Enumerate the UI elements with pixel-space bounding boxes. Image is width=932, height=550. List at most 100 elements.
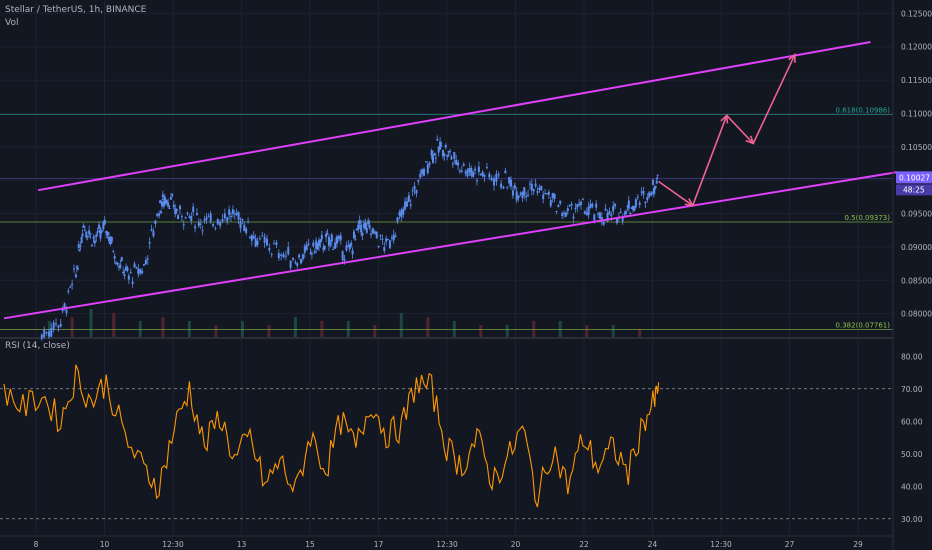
channel-lower-line[interactable] (3, 171, 898, 320)
candle-body (263, 236, 266, 243)
candle-body (329, 242, 332, 244)
candle-body (458, 170, 461, 172)
volume-bar (638, 329, 642, 337)
candle-body (123, 274, 126, 277)
candle-body (326, 233, 329, 235)
candle-body (615, 217, 618, 224)
candle-body (78, 250, 81, 252)
fib-level-label: 0.382(0.07761) (836, 322, 891, 330)
candle-body (73, 268, 76, 270)
candle-body (50, 328, 53, 337)
candle-body (139, 269, 142, 274)
candle-body (495, 173, 498, 182)
candle-body (421, 169, 424, 174)
candle-body (71, 283, 74, 286)
candle-body (219, 221, 222, 227)
candle-body (99, 230, 102, 239)
candle-body (131, 281, 134, 284)
channel-upper-line[interactable] (37, 41, 871, 192)
time-tick-label: 29 (853, 540, 863, 549)
candle-body (117, 267, 120, 269)
projection-segment[interactable] (726, 114, 754, 145)
symbol-title[interactable]: Stellar / TetherUS, 1h, BINANCE (5, 5, 147, 15)
candle-body (646, 197, 649, 201)
candle-body (102, 222, 105, 229)
candle-body (362, 223, 365, 228)
candle-body (398, 212, 401, 216)
rsi-indicator-label[interactable]: RSI (14, close) (5, 341, 70, 351)
candle-body (623, 213, 626, 215)
candle-body (239, 221, 242, 229)
candle-body (608, 211, 611, 215)
candle-body (636, 196, 639, 198)
candle-body (404, 201, 407, 210)
candle-body (619, 211, 622, 213)
candle-body (493, 178, 496, 186)
volume-bars (47, 309, 642, 337)
candle-body (394, 235, 397, 237)
candle-body (164, 199, 167, 201)
candle-body (348, 244, 351, 250)
current-price-value: 0.10027 (899, 173, 930, 182)
candle-body (481, 172, 484, 177)
candle-body (441, 149, 444, 157)
projection-segment[interactable] (752, 54, 796, 144)
candle-body (339, 235, 342, 241)
candle-body (315, 240, 318, 249)
candle-body (63, 303, 66, 309)
rsi-pane[interactable] (0, 364, 893, 520)
volume-indicator-label[interactable]: Vol (5, 18, 19, 28)
candle-body (532, 189, 535, 192)
candle-body (47, 331, 50, 337)
candle-body (437, 146, 440, 153)
candle-body (440, 145, 443, 147)
candle-body (282, 254, 285, 258)
candle-body (428, 162, 431, 165)
candle-body (129, 271, 132, 273)
candle-body (69, 286, 72, 288)
candle-body (370, 233, 373, 236)
candle-body (443, 153, 446, 156)
candle-body (144, 259, 147, 265)
candle-body (424, 161, 427, 163)
candle-body (585, 212, 588, 216)
candle-body (127, 275, 130, 280)
candle-body (277, 252, 280, 259)
rsi-line[interactable] (3, 364, 660, 508)
candle-body (116, 262, 119, 264)
volume-bar (187, 321, 191, 337)
volume-bar (532, 321, 536, 337)
candle-body (95, 234, 98, 237)
candle-body (122, 271, 125, 274)
projection-segment[interactable] (691, 115, 728, 206)
candle-body (591, 204, 594, 207)
candle-body (294, 262, 297, 264)
candle-body (358, 220, 361, 224)
current-price-badge[interactable] (896, 171, 932, 184)
candle-body (199, 223, 202, 225)
candle-body (112, 251, 115, 253)
fibonacci-levels[interactable]: 0.618(0.10986) 0.5(0.09373) 0.382(0.07761) (0, 106, 893, 330)
candle-body (449, 150, 452, 152)
candle-body (364, 222, 367, 229)
candle-body (343, 259, 346, 261)
candle-body (137, 268, 140, 275)
candle-body (143, 264, 146, 266)
volume-bar (138, 321, 142, 337)
candle-body (160, 211, 163, 214)
projection-segment[interactable] (658, 180, 694, 207)
channel-drawing[interactable] (3, 41, 898, 320)
candle-body (291, 257, 294, 260)
candle-body (444, 144, 447, 148)
projection-arrows[interactable] (658, 53, 796, 207)
candle-body (614, 203, 617, 207)
candle-body (57, 325, 60, 328)
candle-body (319, 239, 322, 243)
candle-body (318, 240, 321, 247)
candle-body (85, 231, 88, 238)
candle-body (626, 206, 629, 208)
candle-body (483, 175, 486, 177)
candle-body (228, 209, 231, 215)
